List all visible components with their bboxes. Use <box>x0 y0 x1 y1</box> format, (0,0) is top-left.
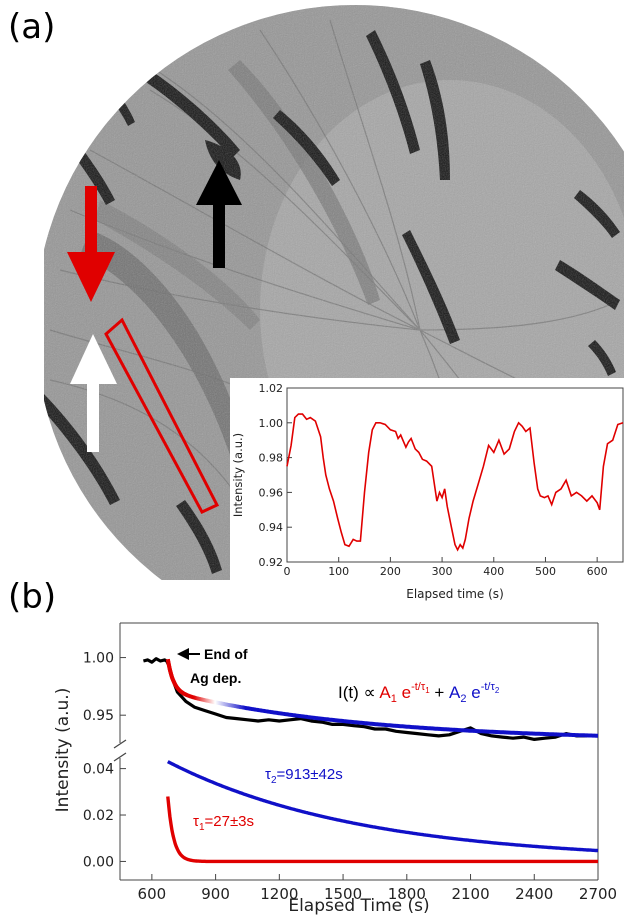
roi-rectangle <box>104 317 220 514</box>
main-xtick-label: 2400 <box>515 885 553 903</box>
fit-formula: I(t) ∝ A1 e-t/τ1 + A2 e-t/τ2 <box>338 681 500 705</box>
main-xtick-label: 1500 <box>324 885 362 903</box>
inset-ytick-label: 0.96 <box>259 486 284 499</box>
inset-ytick-label: 1.02 <box>259 382 284 395</box>
axis-break-icon <box>113 739 127 762</box>
inset-chart: 0.92 0.94 0.96 0.98 1.00 1.02 0 100 200 300 400 50… <box>230 378 624 610</box>
main-ylabel: Intensity (a.u.) <box>53 688 73 813</box>
main-upper-ytick-label: 1.00 <box>83 651 114 667</box>
microscopy-image <box>44 5 624 580</box>
inset-ytick-label: 0.94 <box>259 521 284 534</box>
main-xtick-label: 2700 <box>579 885 617 903</box>
red-arrow-icon <box>67 186 115 302</box>
fit-fast-component <box>166 796 598 864</box>
inset-xtick-label: 0 <box>284 565 291 578</box>
inset-series-line <box>286 413 624 552</box>
fit-total-line <box>165 658 598 738</box>
main-chart: 0.95 1.00 0.00 0.02 0.04 600 900 1200 1500 1800… <box>53 622 617 916</box>
inset-xtick-label: 400 <box>483 565 504 578</box>
panel-a-label: (a) <box>8 7 55 47</box>
main-lower-ytick-label: 0.02 <box>83 808 114 824</box>
inset-ylabel: Intensity (a.u.) <box>231 433 245 517</box>
main-lower-ytick-label: 0.00 <box>83 854 114 870</box>
inset-xtick-label: 100 <box>328 565 349 578</box>
inset-ytick-label: 1.00 <box>259 417 284 430</box>
main-xtick-label: 900 <box>201 885 230 903</box>
end-of-deposition-annotation: End of Ag dep. <box>177 646 248 686</box>
panel-b-label: (b) <box>8 577 56 617</box>
main-lower-ytick-label: 0.04 <box>83 762 114 778</box>
fit-slow-component <box>166 760 599 853</box>
main-xtick-label: 600 <box>138 885 167 903</box>
tau1-annotation: τ1=27±3s <box>193 813 254 833</box>
inset-xtick-label: 500 <box>535 565 556 578</box>
end-dep-line1: End of <box>204 646 248 662</box>
inset-xtick-label: 200 <box>380 565 401 578</box>
tau2-annotation: τ2=913±42s <box>265 766 343 786</box>
main-xlabel: Elapsed Time (s) <box>288 896 429 916</box>
inset-xlabel: Elapsed time (s) <box>406 587 504 601</box>
inset-ytick-label: 0.98 <box>259 452 284 465</box>
inset-xtick-label: 600 <box>587 565 608 578</box>
main-xtick-label: 1800 <box>388 885 426 903</box>
end-dep-line2: Ag dep. <box>190 670 241 686</box>
inset-xtick-label: 300 <box>432 565 453 578</box>
main-xtick-label: 1200 <box>260 885 298 903</box>
white-arrow-icon <box>70 334 117 452</box>
inset-ytick-label: 0.92 <box>259 556 284 569</box>
main-xtick-label: 2100 <box>451 885 489 903</box>
black-arrow-icon <box>196 160 242 268</box>
main-upper-ytick-label: 0.95 <box>83 708 114 724</box>
